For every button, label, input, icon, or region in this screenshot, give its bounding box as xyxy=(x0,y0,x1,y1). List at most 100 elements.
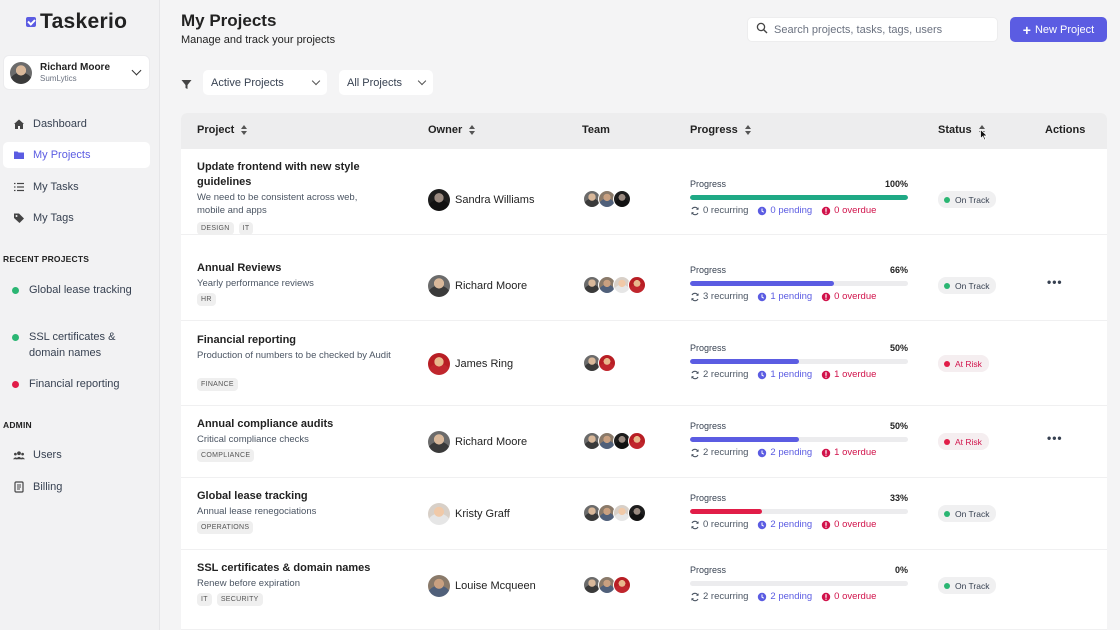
column-status[interactable]: Status xyxy=(938,124,986,136)
overdue-count[interactable]: 1 overdue xyxy=(821,447,876,458)
table-row[interactable]: Update frontend with new style guideline… xyxy=(181,149,1107,235)
column-progress[interactable]: Progress xyxy=(690,124,752,136)
pending-count[interactable]: 1 pending xyxy=(757,291,812,302)
chevron-down-icon xyxy=(131,65,142,76)
recent-projects-heading: RECENT PROJECTS xyxy=(3,254,90,264)
avatar xyxy=(613,576,631,594)
progress-fill xyxy=(690,437,799,442)
project-title[interactable]: Financial reporting xyxy=(197,334,297,346)
tag[interactable]: SECURITY xyxy=(216,593,263,606)
sidebar-item-my-tags[interactable]: My Tags xyxy=(3,205,150,231)
recurring-text: 3 recurring xyxy=(703,291,749,302)
tag[interactable]: HR xyxy=(197,293,216,306)
recurring-count[interactable]: 0 recurring xyxy=(690,519,748,530)
tag[interactable]: OPERATIONS xyxy=(197,521,254,534)
alert-icon xyxy=(821,206,831,216)
project-title[interactable]: Annual compliance audits xyxy=(197,418,334,430)
status-text: On Track xyxy=(955,194,990,205)
column-owner[interactable]: Owner xyxy=(428,124,476,136)
recurring-text: 2 recurring xyxy=(703,447,749,458)
status-dot xyxy=(944,360,950,367)
owner: Kristy Graff xyxy=(428,503,510,525)
recent-project-global-lease[interactable]: Global lease tracking xyxy=(12,282,152,298)
list-icon xyxy=(13,181,25,193)
tag[interactable]: IT xyxy=(238,222,254,235)
project-scope-filter[interactable]: All Projects xyxy=(339,70,433,95)
recent-project-label: Global lease tracking xyxy=(29,284,132,296)
recurring-count[interactable]: 3 recurring xyxy=(690,291,748,302)
search-input[interactable] xyxy=(774,23,994,36)
more-actions-button[interactable]: ••• xyxy=(1047,275,1063,289)
status-dot xyxy=(944,196,950,203)
project-title[interactable]: SSL certificates & domain names xyxy=(197,562,371,574)
owner-name: Richard Moore xyxy=(455,436,528,448)
recurring-text: 0 recurring xyxy=(703,519,749,530)
overdue-count[interactable]: 0 overdue xyxy=(821,291,876,302)
clock-icon xyxy=(757,370,767,380)
sidebar-item-users[interactable]: Users xyxy=(3,442,150,468)
recurring-count[interactable]: 2 recurring xyxy=(690,369,748,380)
sidebar-item-my-projects[interactable]: My Projects xyxy=(3,142,150,168)
search-box[interactable] xyxy=(747,17,998,42)
pending-count[interactable]: 2 pending xyxy=(757,447,812,458)
user-switcher[interactable]: Richard Moore SumLytics xyxy=(3,55,150,90)
sidebar-item-billing[interactable]: Billing xyxy=(3,474,150,500)
sidebar-item-dashboard[interactable]: Dashboard xyxy=(3,111,150,137)
status-dot xyxy=(12,334,19,341)
team-avatars[interactable] xyxy=(583,354,616,372)
progress-percent: 100% xyxy=(884,179,908,189)
page-title: My Projects xyxy=(181,11,277,30)
overdue-count[interactable]: 1 overdue xyxy=(821,369,876,380)
progress-label: Progress xyxy=(690,565,727,575)
pending-count[interactable]: 2 pending xyxy=(757,591,812,602)
filter-icon[interactable] xyxy=(181,77,192,95)
tag[interactable]: IT xyxy=(197,593,212,606)
tag[interactable]: FINANCE xyxy=(197,378,238,391)
team-avatars[interactable] xyxy=(583,576,631,594)
column-project[interactable]: Project xyxy=(197,124,248,136)
pending-count[interactable]: 0 pending xyxy=(757,205,812,216)
table-row[interactable]: Annual Reviews Yearly performance review… xyxy=(181,249,1107,321)
overdue-count[interactable]: 0 overdue xyxy=(821,205,876,216)
tag[interactable]: DESIGN xyxy=(197,222,234,235)
tag-list: HR xyxy=(197,293,216,306)
recent-project-financial[interactable]: Financial reporting xyxy=(12,376,152,392)
new-project-button[interactable]: + New Project xyxy=(1010,17,1107,42)
overdue-count[interactable]: 0 overdue xyxy=(821,519,876,530)
sidebar-item-label: Billing xyxy=(33,481,63,493)
progress-block: Progress 0% 2 recurring 2 pending 0 over… xyxy=(690,565,908,602)
project-title[interactable]: Global lease tracking xyxy=(197,490,308,502)
table-row[interactable]: Global lease tracking Annual lease reneg… xyxy=(181,478,1107,550)
progress-label: Progress xyxy=(690,421,727,431)
column-label: Actions xyxy=(1045,124,1086,136)
project-description: Renew before expiration xyxy=(197,578,300,589)
recurring-count[interactable]: 2 recurring xyxy=(690,447,748,458)
recent-project-ssl[interactable]: SSL certificates & domain names xyxy=(12,329,152,361)
app-logo[interactable]: Taskerio xyxy=(26,10,127,34)
recurring-count[interactable]: 2 recurring xyxy=(690,591,748,602)
table-row[interactable]: Financial reporting Production of number… xyxy=(181,321,1107,406)
sidebar-item-my-tasks[interactable]: My Tasks xyxy=(3,174,150,200)
pending-count[interactable]: 2 pending xyxy=(757,519,812,530)
team-avatars[interactable] xyxy=(583,504,646,522)
project-title[interactable]: Update frontend with new style guideline… xyxy=(197,161,360,188)
avatar xyxy=(583,432,601,450)
owner-name: Kristy Graff xyxy=(455,508,510,520)
team-avatars[interactable] xyxy=(583,432,646,450)
recurring-count[interactable]: 0 recurring xyxy=(690,205,748,216)
table-row[interactable]: SSL certificates & domain names Renew be… xyxy=(181,550,1107,630)
overdue-count[interactable]: 0 overdue xyxy=(821,591,876,602)
team-avatars[interactable] xyxy=(583,276,646,294)
team-avatars[interactable] xyxy=(583,190,631,208)
more-actions-button[interactable]: ••• xyxy=(1047,431,1063,445)
project-status-filter[interactable]: Active Projects xyxy=(203,70,327,95)
filter-value: Active Projects xyxy=(211,76,284,89)
project-title[interactable]: Annual Reviews xyxy=(197,262,282,274)
home-icon xyxy=(13,118,25,130)
tag[interactable]: COMPLIANCE xyxy=(197,449,255,462)
pending-text: 2 pending xyxy=(770,591,813,602)
table-row[interactable]: Annual compliance audits Critical compli… xyxy=(181,406,1107,478)
progress-bar xyxy=(690,581,908,586)
progress-fill xyxy=(690,281,834,286)
pending-count[interactable]: 1 pending xyxy=(757,369,812,380)
